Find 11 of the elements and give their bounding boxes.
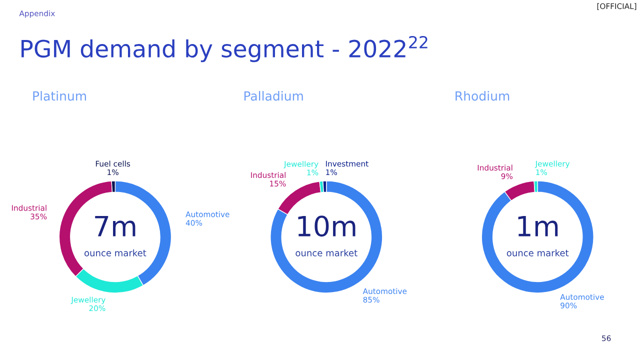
text: PGM demand by segment - 2022$^{22}$ (22, 36, 428, 62)
chart-title: Rhodium (456, 91, 510, 101)
text: 10m (298, 216, 356, 237)
chart-title: Palladium (244, 91, 303, 101)
text: ounce market (296, 249, 358, 256)
text: 1m (518, 216, 558, 236)
chart-title: Platinum (33, 91, 86, 101)
text: 7m (95, 216, 136, 236)
text: ounce market (84, 249, 146, 256)
text: ounce market (506, 249, 569, 256)
donut-slice (481, 180, 594, 294)
